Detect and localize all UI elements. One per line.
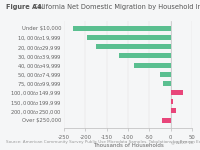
Bar bbox=[87, 35, 171, 40]
Bar bbox=[134, 63, 171, 68]
Text: Figure A4.: Figure A4. bbox=[6, 4, 44, 10]
Bar bbox=[171, 108, 176, 114]
Bar bbox=[171, 90, 183, 95]
Bar bbox=[73, 26, 171, 31]
Text: @ NEXT 16: @ NEXT 16 bbox=[171, 140, 194, 144]
Bar bbox=[160, 72, 171, 77]
Bar bbox=[119, 53, 171, 58]
X-axis label: Thousands of Households: Thousands of Households bbox=[93, 143, 163, 148]
Bar bbox=[163, 81, 171, 86]
Bar bbox=[171, 99, 173, 104]
Text: California Net Domestic Migration by Household Income, 2006 to 2016: California Net Domestic Migration by Hou… bbox=[31, 4, 200, 10]
Text: Source: American Community Survey Public Use Microdata Samples. Tabulations by B: Source: American Community Survey Public… bbox=[6, 140, 200, 144]
Bar bbox=[96, 44, 171, 49]
Bar bbox=[162, 118, 171, 123]
